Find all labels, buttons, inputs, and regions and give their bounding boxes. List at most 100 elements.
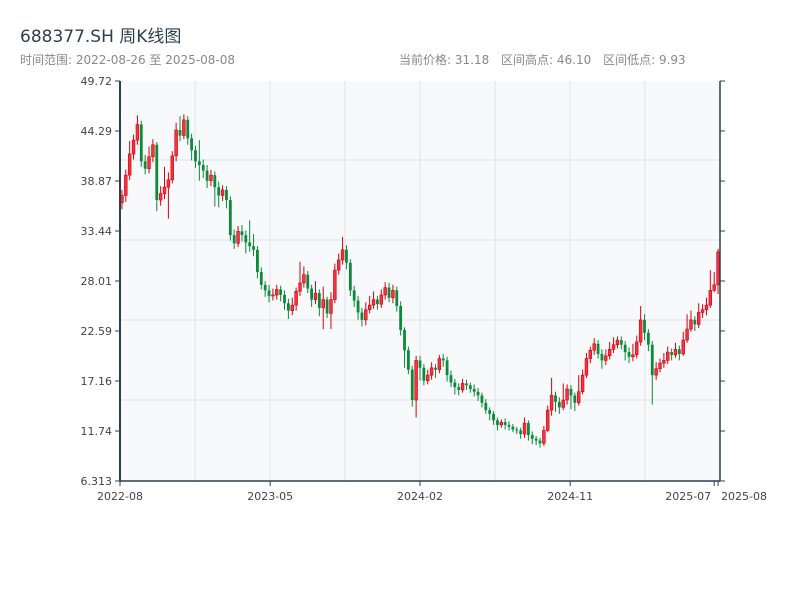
candle-body-up	[704, 304, 709, 311]
candle-body-up	[592, 343, 596, 351]
candle-body-down	[252, 246, 255, 250]
candle-body-up	[712, 284, 716, 291]
candle-body-up	[580, 374, 585, 393]
candle-body-up	[162, 186, 167, 194]
candle-body-down	[240, 231, 244, 236]
y-tick-label: 49.72	[81, 75, 113, 88]
candle-body-up	[321, 299, 325, 309]
candle-body-up	[391, 290, 395, 299]
candle-body-down	[496, 420, 499, 425]
candle-body-down	[530, 435, 534, 439]
candle-body-up	[174, 129, 178, 157]
candle-body-down	[244, 235, 248, 243]
candle-body-down	[507, 424, 511, 427]
candle-body-down	[569, 388, 573, 396]
candle-body-up	[131, 139, 136, 155]
candle-body-down	[213, 175, 217, 188]
candle-body-down	[554, 395, 557, 402]
x-tick-label: 2024-11	[547, 490, 593, 503]
candle-body-up	[565, 388, 569, 401]
candle-body-up	[158, 193, 163, 201]
candle-body-up	[522, 422, 527, 435]
candle-body-up	[615, 339, 620, 346]
candle-body-down	[627, 352, 631, 357]
candle-body-down	[283, 294, 286, 304]
x-tick-label: 2024-02	[397, 490, 443, 503]
candle-body-down	[186, 119, 190, 139]
candle-body-down	[422, 367, 426, 381]
x-tick-label: 2023-05	[247, 490, 293, 503]
y-tick-label: 11.74	[81, 425, 113, 438]
candle-body-up	[340, 249, 345, 261]
candle-body-up	[371, 299, 376, 306]
y-tick-label: 38.87	[81, 175, 113, 188]
candle-body-down	[178, 130, 182, 136]
candle-body-up	[697, 312, 701, 325]
candle-body-down	[325, 299, 329, 314]
candle-body-up	[135, 124, 140, 141]
candle-body-down	[484, 402, 488, 411]
y-tick-label: 6.313	[81, 475, 113, 488]
candle-body-up	[685, 328, 689, 341]
candle-body-up	[166, 179, 171, 188]
candle-body-down	[248, 242, 252, 247]
candle-body-down	[434, 367, 437, 370]
candle-body-down	[263, 284, 267, 291]
candle-body-down	[217, 187, 221, 196]
candle-body-up	[275, 289, 279, 296]
candle-body-up	[333, 269, 337, 300]
candle-body-down	[228, 200, 232, 236]
candle-body-down	[155, 144, 159, 201]
candle-body-up	[294, 290, 298, 306]
candle-body-down	[279, 289, 283, 295]
candle-body-down	[472, 388, 476, 392]
candle-body-up	[654, 368, 658, 376]
candle-body-up	[379, 294, 383, 305]
candle-body-up	[549, 395, 554, 411]
candle-body-up	[298, 282, 302, 292]
candle-body-up	[611, 344, 616, 350]
candle-body-down	[403, 329, 406, 351]
candle-body-up	[631, 354, 635, 358]
candle-body-down	[376, 299, 379, 305]
candle-body-down	[503, 422, 507, 425]
candle-body-down	[441, 358, 445, 361]
candle-body-down	[286, 303, 290, 311]
candle-body-up	[584, 358, 589, 376]
candle-body-down	[232, 235, 236, 244]
y-tick-label: 44.29	[81, 125, 113, 138]
candle-body-up	[383, 287, 387, 296]
candle-body-down	[348, 262, 352, 291]
candle-body-down	[573, 395, 577, 403]
candle-body-up	[673, 349, 678, 356]
y-tick-label: 22.59	[81, 325, 113, 338]
candle-body-down	[619, 340, 623, 345]
candle-body-down	[468, 385, 472, 389]
candle-body-up	[220, 189, 225, 196]
candle-body-down	[488, 410, 492, 414]
candle-body-up	[290, 304, 294, 311]
candle-body-down	[453, 382, 457, 388]
candle-body-up	[681, 339, 685, 355]
candle-body-up	[546, 409, 550, 431]
x-tick-label: 2022-08	[97, 490, 143, 503]
candle-body-up	[236, 231, 240, 244]
candle-body-up	[329, 299, 333, 314]
candle-body-up	[666, 351, 670, 361]
candle-body-down	[201, 165, 205, 171]
candle-body-down	[643, 319, 646, 333]
candle-body-down	[476, 391, 480, 396]
candle-body-down	[445, 360, 449, 376]
candle-body-down	[267, 290, 271, 296]
candle-body-up	[716, 251, 720, 286]
candle-body-up	[561, 399, 565, 408]
candle-body-down	[399, 306, 403, 330]
candle-body-down	[310, 288, 314, 300]
candle-body-down	[259, 271, 263, 285]
candle-body-down	[557, 401, 561, 408]
candle-body-down	[449, 375, 453, 383]
candle-body-down	[646, 332, 650, 345]
y-tick-label: 17.16	[81, 375, 113, 388]
y-tick-label: 28.01	[81, 275, 113, 288]
